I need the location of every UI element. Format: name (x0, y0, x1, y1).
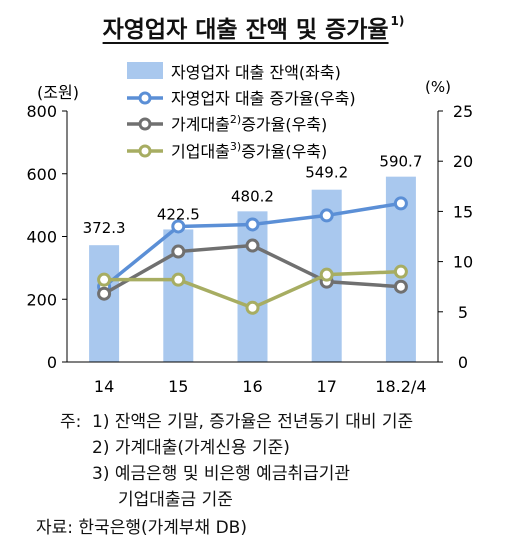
note-prefix: 주: (60, 412, 82, 432)
legend-swatch-marker-1 (138, 117, 152, 131)
legend-swatch-bar (127, 62, 163, 79)
right-tick-label-2: 10 (453, 253, 473, 272)
legend-swatch-marker-2 (138, 144, 152, 158)
x-tick-label-1: 15 (168, 377, 188, 396)
series-1-point-2 (245, 238, 260, 253)
chart-title: 자영업자 대출 잔액 및 증가율 1) (0, 10, 507, 44)
series-0-point-3 (319, 208, 334, 223)
x-tick-label-4: 18.2/4 (375, 377, 426, 396)
left-axis-unit: (조원) (37, 83, 79, 102)
note-1: 1) 잔액은 기말, 증가율은 전년동기 대비 기준 (92, 412, 414, 432)
right-axis-unit: (%) (425, 78, 451, 96)
legend-label-bar: 자영업자 대출 잔액(좌축) (171, 63, 341, 82)
series-2-point-0 (97, 272, 112, 287)
series-2-point-4 (393, 264, 408, 279)
left-tick-label-4: 800 (26, 102, 57, 121)
chart-title-text: 자영업자 대출 잔액 및 증가율 (102, 17, 389, 43)
right-tick-label-3: 15 (453, 202, 473, 221)
bar-value-label-2: 480.2 (231, 187, 274, 205)
series-2-point-2 (245, 300, 260, 315)
right-tick-label-0: 0 (458, 353, 468, 372)
left-tick-label-3: 600 (26, 165, 57, 184)
left-tick-label-0: 0 (47, 353, 57, 372)
bar-value-label-4: 590.7 (379, 153, 422, 171)
bar-value-label-3: 549.2 (305, 164, 348, 182)
series-0-point-2 (245, 217, 260, 232)
bar-value-label-0: 372.3 (83, 219, 126, 237)
series-1-point-0 (97, 286, 112, 301)
right-tick-label-1: 5 (458, 303, 468, 322)
legend-label-line-0: 자영업자 대출 증가율(우축) (171, 89, 356, 108)
series-0-point-1 (171, 219, 186, 234)
legend-label-line-2: 기업대출3)증가율(우축) (171, 140, 327, 161)
chart-svg: 0 200 400 600 800 0 5 10 15 20 25 (조원) (%) 14 15 16 17 18… (26, 62, 473, 396)
x-tick-label-2: 16 (242, 377, 262, 396)
series-2-point-3 (319, 267, 334, 282)
series-1-point-1 (171, 244, 186, 259)
legend-label-line-1: 가계대출2)증가율(우축) (171, 113, 327, 134)
legend-swatch-marker-0 (138, 91, 152, 105)
bar-balance-2 (237, 211, 268, 362)
x-tick-label-3: 17 (317, 377, 337, 396)
bar-balance-0 (89, 245, 120, 362)
series-2-point-1 (171, 272, 186, 287)
left-tick-label-2: 400 (26, 228, 57, 247)
right-tick-label-5: 25 (453, 102, 473, 121)
x-tick-label-0: 14 (94, 377, 114, 396)
series-0-point-4 (393, 196, 408, 211)
chart-title-footnote-mark: 1) (390, 14, 405, 28)
source-note: 자료: 한국은행(가계부채 DB) (36, 518, 247, 538)
note-2: 2) 가계대출(가계신용 기준) (92, 438, 290, 458)
note-4: 기업대출금 기준 (118, 490, 233, 510)
bar-value-label-1: 422.5 (157, 205, 200, 223)
series-1-point-4 (393, 279, 408, 294)
right-tick-label-4: 20 (453, 152, 473, 171)
note-3: 3) 예금은행 및 비은행 예금취급기관 (92, 464, 351, 484)
left-tick-label-1: 200 (26, 290, 57, 309)
